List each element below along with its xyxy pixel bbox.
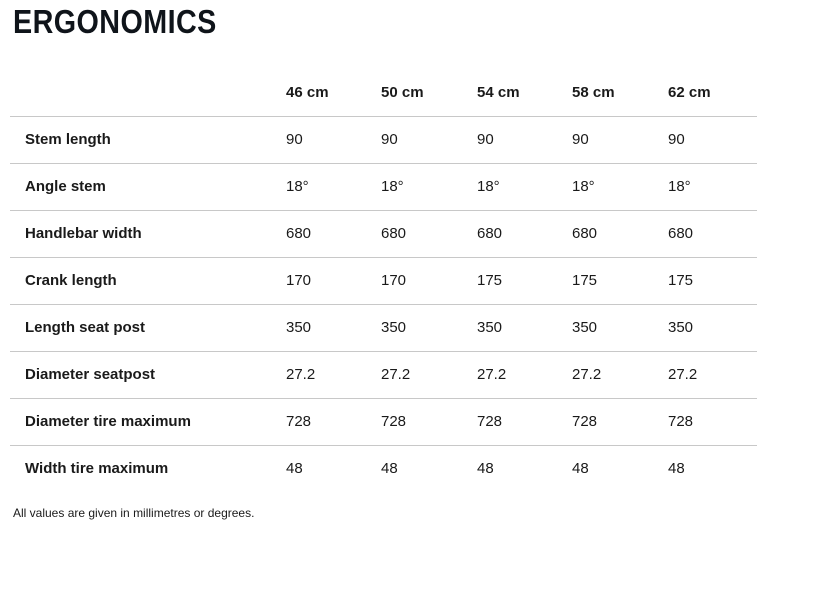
table-cell: 728: [381, 413, 407, 430]
column-header-54cm: 54 cm: [477, 84, 520, 102]
table-row: Crank length 170 170 175 175 175: [10, 257, 757, 304]
column-header-62cm: 62 cm: [668, 84, 711, 102]
table-row: Angle stem 18° 18° 18° 18° 18°: [10, 163, 757, 210]
table-cell: 350: [477, 319, 503, 336]
table-row: Diameter tire maximum 728 728 728 728 72…: [10, 398, 757, 445]
table-cell: 90: [572, 131, 589, 148]
table-cell: 350: [668, 319, 694, 336]
table-cell: 680: [572, 225, 598, 242]
table-cell: 350: [286, 319, 312, 336]
table-cell: 48: [572, 460, 589, 478]
row-label-length-seat-post: Length seat post: [25, 319, 146, 336]
table-cell: 680: [668, 225, 694, 242]
page-title: ERGONOMICS: [13, 3, 217, 40]
table-cell: 175: [477, 272, 503, 289]
table-cell: 350: [381, 319, 407, 336]
table-cell: 680: [477, 225, 503, 242]
table-cell: 90: [286, 131, 303, 148]
table-cell: 90: [477, 131, 494, 148]
table-row: Length seat post 350 350 350 350 350: [10, 304, 757, 351]
table-cell: 728: [286, 413, 312, 430]
column-header-58cm: 58 cm: [572, 84, 615, 102]
table-cell: 680: [286, 225, 312, 242]
table-cell: 18°: [668, 178, 691, 195]
footnote: All values are given in millimetres or d…: [13, 506, 255, 520]
row-label-crank-length: Crank length: [25, 272, 117, 289]
table-row: Stem length 90 90 90 90 90: [10, 116, 757, 163]
table-cell: 175: [668, 272, 694, 289]
table-cell: 18°: [572, 178, 595, 195]
table-cell: 48: [286, 460, 303, 478]
table-cell: 728: [477, 413, 503, 430]
table-cell: 90: [381, 131, 398, 148]
table-cell: 48: [381, 460, 398, 478]
table-cell: 170: [381, 272, 407, 289]
table-row: Diameter seatpost 27.2 27.2 27.2 27.2 27…: [10, 351, 757, 398]
table-cell: 27.2: [477, 366, 507, 383]
table-cell: 27.2: [381, 366, 411, 383]
table-cell: 48: [668, 460, 685, 478]
table-cell: 90: [668, 131, 685, 148]
table-cell: 48: [477, 460, 494, 478]
table-cell: 170: [286, 272, 312, 289]
table-cell: 27.2: [286, 366, 316, 383]
table-cell: 18°: [381, 178, 404, 195]
row-label-handlebar-width: Handlebar width: [25, 225, 142, 242]
table-cell: 27.2: [572, 366, 602, 383]
row-label-diameter-seatpost: Diameter seatpost: [25, 366, 156, 383]
row-label-stem-length: Stem length: [25, 131, 111, 148]
table-cell: 728: [668, 413, 694, 430]
row-label-width-tire-maximum: Width tire maximum: [25, 460, 169, 478]
table-row: Handlebar width 680 680 680 680 680: [10, 210, 757, 257]
table-header-row: 46 cm 50 cm 54 cm 58 cm 62 cm: [10, 70, 757, 116]
table-cell: 680: [381, 225, 407, 242]
column-header-50cm: 50 cm: [381, 84, 424, 102]
table-cell: 18°: [286, 178, 309, 195]
table-cell: 27.2: [668, 366, 698, 383]
ergonomics-table: 46 cm 50 cm 54 cm 58 cm 62 cm Stem lengt…: [10, 70, 757, 492]
row-label-diameter-tire-maximum: Diameter tire maximum: [25, 413, 191, 430]
spec-name-column-header: [10, 70, 286, 116]
table-cell: 18°: [477, 178, 500, 195]
column-header-46cm: 46 cm: [286, 84, 329, 102]
table-cell: 728: [572, 413, 598, 430]
table-row: Width tire maximum 48 48 48 48 48: [10, 445, 757, 492]
table-cell: 175: [572, 272, 598, 289]
table-cell: 350: [572, 319, 598, 336]
row-label-angle-stem: Angle stem: [25, 178, 106, 195]
